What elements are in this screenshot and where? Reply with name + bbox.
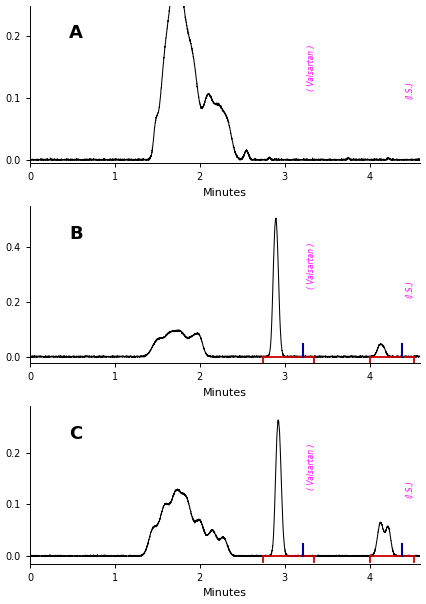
Text: ( Valsartan ): ( Valsartan ) xyxy=(307,243,316,289)
Text: C: C xyxy=(69,425,82,443)
Text: (I.S.): (I.S.) xyxy=(405,82,414,100)
Text: (I.S.): (I.S.) xyxy=(405,280,414,298)
X-axis label: Minutes: Minutes xyxy=(203,588,247,599)
X-axis label: Minutes: Minutes xyxy=(203,188,247,198)
X-axis label: Minutes: Minutes xyxy=(203,388,247,398)
Text: A: A xyxy=(69,24,83,42)
Text: B: B xyxy=(69,225,83,243)
Text: ( Valsartan ): ( Valsartan ) xyxy=(307,44,316,91)
Text: ( Valsartan ): ( Valsartan ) xyxy=(307,443,316,489)
Text: (I.S.): (I.S.) xyxy=(405,480,414,498)
